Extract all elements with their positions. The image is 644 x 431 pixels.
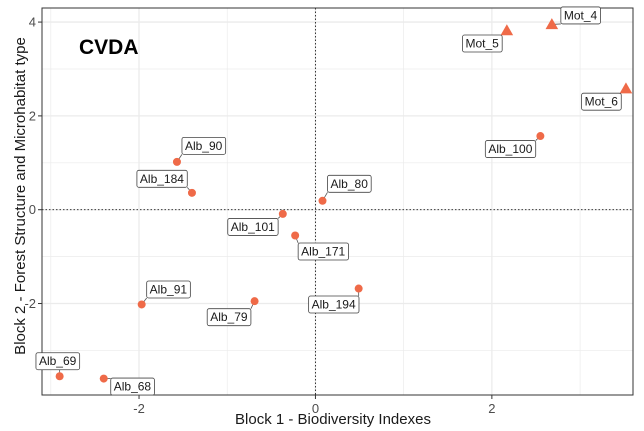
- point-label-alb-184: Alb_184: [137, 170, 187, 187]
- point-label-alb-69: Alb_69: [36, 353, 80, 370]
- reference-lines: [42, 8, 633, 395]
- label-text: Mot_6: [585, 95, 619, 109]
- label-text: Alb_184: [140, 172, 184, 186]
- label-text: Mot_4: [564, 8, 598, 22]
- x-tick-label: 2: [488, 401, 495, 416]
- label-text: Alb_90: [185, 139, 223, 153]
- y-tick-label: 0: [29, 202, 36, 217]
- point-alb-91: [138, 300, 146, 308]
- x-axis-title: Block 1 - Biodiversity Indexes: [235, 411, 431, 428]
- label-text: Alb_79: [210, 310, 248, 324]
- point-alb-68: [100, 375, 108, 383]
- point-alb-90: [173, 158, 181, 166]
- point-alb-79: [251, 297, 259, 305]
- minor-gridlines: [42, 8, 633, 395]
- label-connectors: [60, 24, 626, 379]
- point-label-mot-6: Mot_6: [582, 93, 622, 110]
- point-mot-5: [501, 24, 514, 35]
- point-label-alb-68: Alb_68: [111, 378, 155, 395]
- point-mot-4: [546, 18, 559, 29]
- point-alb-69: [56, 372, 64, 380]
- y-axis-title: Block 2 - Forest Structure and Microhabi…: [12, 37, 29, 355]
- point-label-alb-80: Alb_80: [328, 175, 372, 192]
- point-label-alb-79: Alb_79: [207, 309, 251, 326]
- label-text: Alb_194: [312, 298, 356, 312]
- point-label-alb-91: Alb_91: [147, 281, 191, 298]
- label-text: Alb_69: [39, 354, 77, 368]
- label-text: Alb_91: [150, 282, 188, 296]
- point-label-mot-5: Mot_5: [463, 35, 503, 52]
- point-label-alb-100: Alb_100: [485, 141, 535, 158]
- label-text: Alb_100: [488, 142, 532, 156]
- point-label-alb-101: Alb_101: [228, 218, 278, 235]
- label-text: Alb_171: [301, 245, 345, 259]
- point-alb-184: [188, 189, 196, 197]
- y-tick-label: 4: [29, 15, 36, 30]
- point-label-alb-194: Alb_194: [309, 296, 359, 313]
- point-mot-6: [620, 82, 633, 93]
- point-alb-100: [536, 132, 544, 140]
- point-label-alb-90: Alb_90: [182, 137, 226, 154]
- y-tick-label: 2: [29, 108, 36, 123]
- point-label-mot-4: Mot_4: [561, 7, 601, 24]
- plot-frame: [42, 8, 633, 395]
- label-text: Mot_5: [466, 37, 500, 51]
- data-points: [56, 18, 633, 382]
- major-gridlines: [42, 8, 633, 395]
- point-alb-194: [355, 285, 363, 293]
- point-labels: Mot_4 Mot_5 Mot_6 Alb_100 Alb_90 Alb_184 Alb_8…: [36, 7, 621, 395]
- x-tick-label: -2: [133, 401, 145, 416]
- chart-annotation: CVDA: [79, 36, 139, 59]
- point-alb-101: [279, 210, 287, 218]
- point-alb-80: [319, 197, 327, 205]
- label-text: Alb_80: [331, 177, 369, 191]
- point-label-alb-171: Alb_171: [298, 243, 348, 260]
- point-alb-171: [291, 232, 299, 240]
- label-text: Alb_68: [114, 380, 152, 394]
- label-text: Alb_101: [231, 220, 275, 234]
